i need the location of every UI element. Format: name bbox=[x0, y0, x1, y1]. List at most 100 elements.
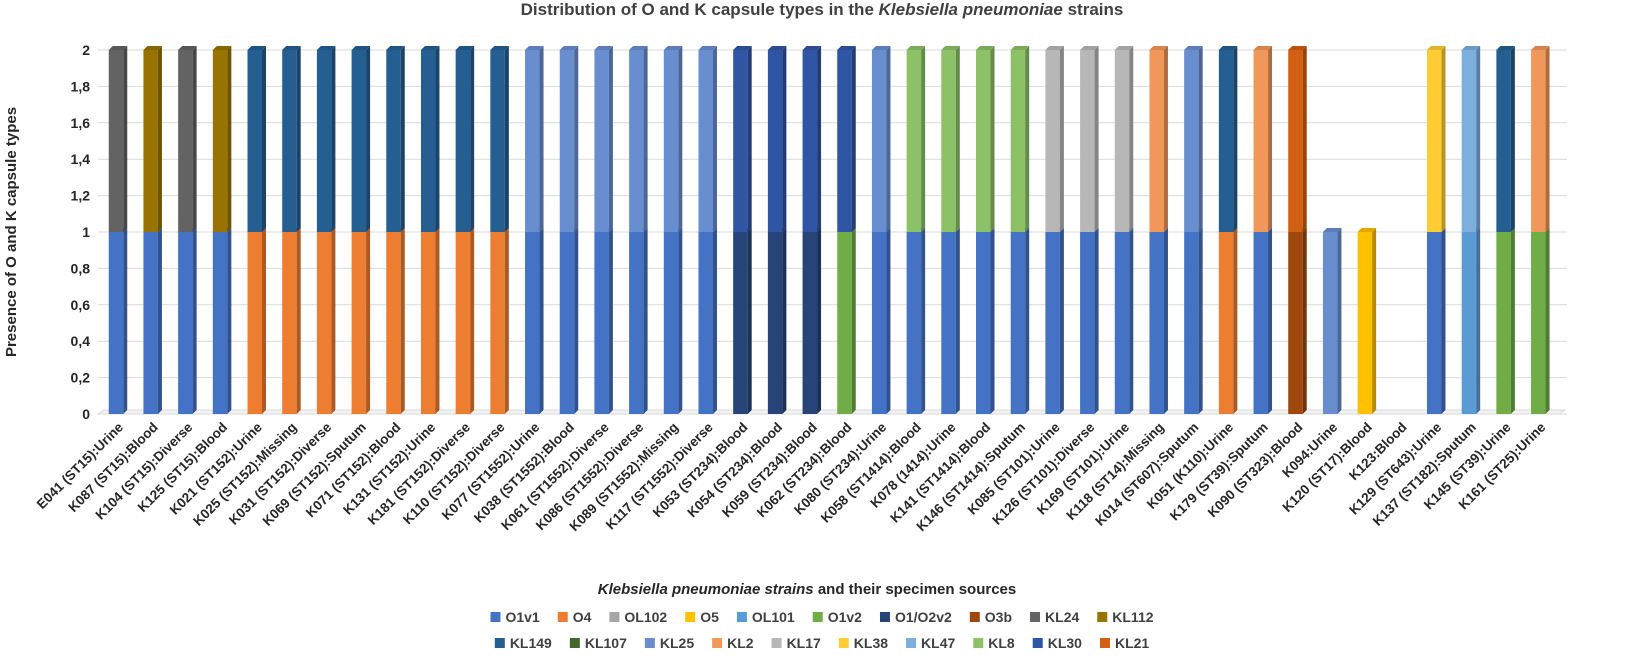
bar-segment-k bbox=[420, 46, 440, 232]
bar-segment-o-face bbox=[629, 232, 644, 414]
bar-segment-o-side bbox=[435, 228, 440, 414]
legend-item: KL38 bbox=[838, 635, 888, 651]
bar-segment-k-top bbox=[1288, 46, 1307, 50]
bar-segment-k bbox=[1080, 46, 1099, 232]
bar-segment-o bbox=[1357, 228, 1377, 414]
legend-swatch bbox=[736, 612, 747, 622]
bar-segment-k-side bbox=[1337, 228, 1342, 414]
bar-segment-k bbox=[733, 46, 752, 232]
bar-segment-k-top bbox=[1218, 46, 1238, 50]
bar-segment-k-top bbox=[178, 46, 197, 50]
bar-segment-o bbox=[1426, 228, 1446, 414]
bar-segment-k-side bbox=[990, 46, 995, 232]
bar-segment-k-side bbox=[470, 46, 475, 232]
bar-segment-k bbox=[282, 46, 301, 232]
y-tick-label: 0,4 bbox=[71, 333, 91, 349]
bar-segment-o bbox=[871, 228, 891, 414]
bar-segment-k-face bbox=[871, 50, 887, 232]
legend-item: OL102 bbox=[609, 609, 667, 625]
legend-item: KL149 bbox=[494, 635, 552, 651]
legend-swatch bbox=[771, 638, 782, 648]
legend-swatch bbox=[712, 638, 723, 648]
bar-segment-k-top bbox=[1149, 46, 1168, 50]
bar-segment-o bbox=[802, 228, 822, 414]
bar-segment-k-side bbox=[1129, 46, 1134, 232]
bar-segment-o bbox=[143, 228, 162, 414]
bar-segment-o bbox=[698, 228, 717, 414]
bar-segment-k-top bbox=[351, 46, 371, 50]
bar-segment-o bbox=[559, 228, 579, 414]
bar-segment-k-face bbox=[1045, 50, 1060, 232]
bar-segment-k bbox=[316, 46, 336, 232]
bar-segment-o-side bbox=[574, 228, 579, 414]
bar-segment-k bbox=[1045, 46, 1064, 232]
bar-segment-o bbox=[941, 228, 960, 414]
bar-segment-k-top bbox=[420, 46, 440, 50]
bar-segment-k-top bbox=[490, 46, 509, 50]
bar-segment-o-side bbox=[1233, 228, 1238, 414]
bar-segment-k-side bbox=[227, 46, 232, 232]
bar-segment-o-side bbox=[1059, 228, 1064, 414]
bar-segment-k bbox=[871, 46, 891, 232]
bar-segment-o bbox=[525, 228, 544, 414]
legend-label: KL107 bbox=[585, 635, 627, 651]
bar-segment-o-side bbox=[1476, 228, 1481, 414]
bar-segment-k bbox=[490, 46, 509, 232]
legend-label: O5 bbox=[700, 609, 719, 625]
bar-segment-k bbox=[1149, 46, 1168, 232]
bar-segment-o-side bbox=[678, 228, 683, 414]
bar-segment-o bbox=[1010, 228, 1030, 414]
bar-segment-o-side bbox=[643, 228, 648, 414]
bar-segment-k bbox=[143, 46, 162, 232]
legend-label: KL112 bbox=[1112, 609, 1153, 625]
bar-segment-o-side bbox=[712, 228, 717, 414]
bar-segment-k-top bbox=[108, 46, 128, 50]
bar-segment-k-top bbox=[871, 46, 891, 50]
bar-segment-o-side bbox=[608, 228, 613, 414]
bar-segment-k-face bbox=[143, 50, 158, 232]
bar-segment-k-side bbox=[955, 46, 960, 232]
bar-segment-k bbox=[906, 46, 926, 232]
bar-segment-k-side bbox=[1476, 46, 1481, 232]
bar-segment-o-face bbox=[976, 232, 991, 414]
bar-segment-k-face bbox=[1531, 50, 1546, 232]
bar-segment-o-face bbox=[490, 232, 505, 414]
legend-swatch bbox=[812, 612, 823, 622]
bar-segment-o-side bbox=[955, 228, 960, 414]
bar-segment-o-face bbox=[1253, 232, 1269, 414]
legend-label: KL8 bbox=[988, 635, 1015, 651]
bar-segment-k-side bbox=[643, 46, 648, 232]
bar-segment-o-face bbox=[178, 232, 193, 414]
legend-item: KL107 bbox=[569, 635, 627, 651]
bar-segment-o bbox=[1184, 228, 1203, 414]
bar-segment-o bbox=[733, 228, 752, 414]
bar-segment-k-side bbox=[574, 46, 579, 232]
bar-segment-o-face bbox=[594, 232, 609, 414]
bar-segment-o bbox=[420, 228, 440, 414]
bar-segment-k-side bbox=[1302, 46, 1307, 232]
bar-segment-o-face bbox=[698, 232, 713, 414]
bar-segment-o-side bbox=[504, 228, 509, 414]
bar-segment-o-face bbox=[1531, 232, 1546, 414]
bar-segment-k-face bbox=[247, 50, 263, 232]
bar-segment-o bbox=[351, 228, 371, 414]
bar-segment-o-side bbox=[817, 228, 822, 414]
bar-segment-k-side bbox=[678, 46, 683, 232]
bar-segment-o bbox=[1288, 228, 1307, 414]
bar-segment-k-face bbox=[178, 50, 193, 232]
bar-segment-o-side bbox=[747, 228, 752, 414]
legend-swatch bbox=[879, 612, 890, 622]
bar-segment-o-face bbox=[282, 232, 297, 414]
bar-segment-k-side bbox=[366, 46, 371, 232]
legend-swatch bbox=[644, 638, 655, 648]
bar-segment-k-top bbox=[1531, 46, 1550, 50]
bar-segment-o-side bbox=[262, 228, 267, 414]
bar-segment-o-face bbox=[559, 232, 575, 414]
bar-segment-k-top bbox=[663, 46, 683, 50]
bar-segment-o-side bbox=[1302, 228, 1307, 414]
legend-swatch bbox=[969, 612, 980, 622]
bar-segment-o-face bbox=[767, 232, 783, 414]
bar-segment-k-side bbox=[296, 46, 301, 232]
bar-segment-k bbox=[837, 46, 856, 232]
x-axis-label: Klebsiella pneumoniae strains and their … bbox=[598, 581, 1016, 598]
